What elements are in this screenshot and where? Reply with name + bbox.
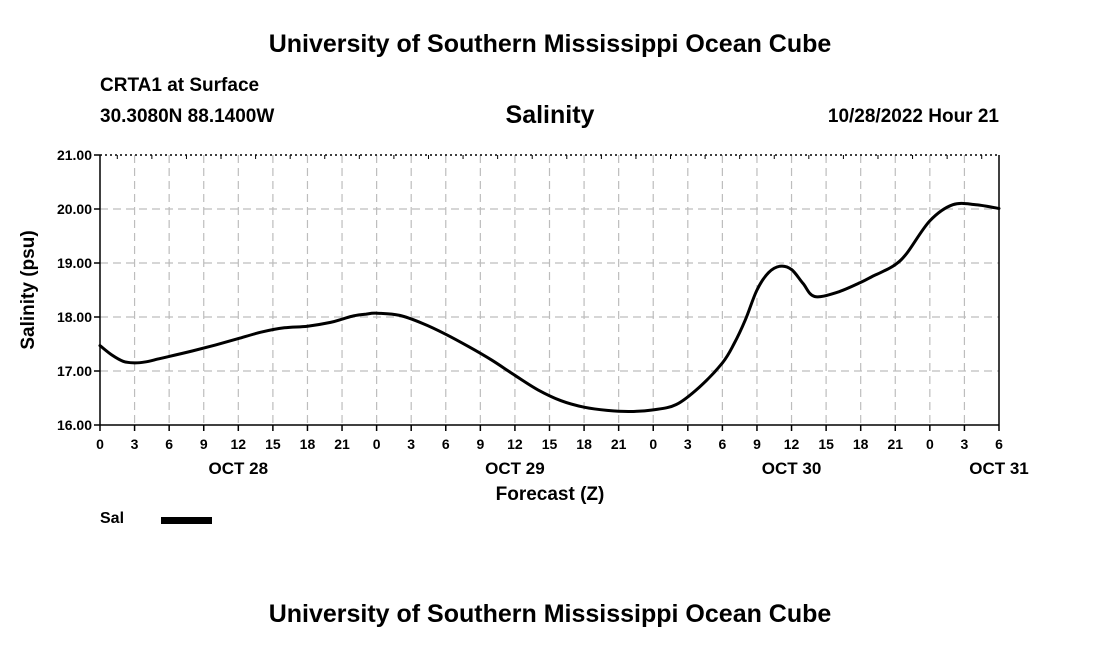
y-axis-title: Salinity (psu)	[18, 230, 39, 349]
y-tick-label: 16.00	[57, 417, 92, 433]
date-label: OCT 28	[209, 459, 269, 478]
x-tick-label: 0	[649, 436, 657, 452]
y-tick-label: 21.00	[57, 147, 92, 163]
legend-swatch-sal	[161, 517, 212, 524]
date-label: OCT 29	[485, 459, 545, 478]
x-tick-label: 9	[200, 436, 208, 452]
x-tick-label: 6	[718, 436, 726, 452]
chart-title-bottom: University of Southern Mississippi Ocean…	[268, 600, 832, 628]
x-tick-label: 3	[407, 436, 415, 452]
x-tick-label: 12	[507, 436, 523, 452]
date-label: OCT 31	[969, 459, 1029, 478]
x-tick-label: 12	[784, 436, 800, 452]
x-tick-label: 9	[476, 436, 484, 452]
x-tick-label: 21	[611, 436, 627, 452]
x-tick-label: 21	[887, 436, 903, 452]
x-tick-label: 15	[818, 436, 834, 452]
x-tick-label: 6	[442, 436, 450, 452]
coordinates-label: 30.3080N 88.1400W	[100, 106, 275, 127]
chart-title-top: University of Southern Mississippi Ocean…	[268, 30, 832, 58]
x-tick-label: 3	[961, 436, 969, 452]
y-tick-label: 19.00	[57, 255, 92, 271]
timestamp-label: 10/28/2022 Hour 21	[827, 106, 999, 127]
series-line-sal	[98, 201, 1001, 414]
x-tick-label: 0	[926, 436, 934, 452]
x-tick-label: 0	[96, 436, 104, 452]
x-tick-label: 3	[131, 436, 139, 452]
x-tick-label: 15	[542, 436, 558, 452]
x-tick-label: 12	[231, 436, 247, 452]
y-tick-label: 18.00	[57, 309, 92, 325]
x-tick-label: 6	[995, 436, 1003, 452]
x-tick-label: 18	[576, 436, 592, 452]
x-axis-title: Forecast (Z)	[496, 484, 605, 505]
x-tick-label: 15	[265, 436, 281, 452]
x-tick-label: 3	[684, 436, 692, 452]
y-tick-label: 20.00	[57, 201, 92, 217]
x-tick-label: 9	[753, 436, 761, 452]
x-tick-label: 18	[853, 436, 869, 452]
x-tick-label: 0	[373, 436, 381, 452]
x-tick-label: 6	[165, 436, 173, 452]
x-tick-label: 21	[334, 436, 350, 452]
x-tick-label: 18	[300, 436, 316, 452]
y-tick-label: 17.00	[57, 363, 92, 379]
station-label: CRTA1 at Surface	[100, 75, 260, 96]
variable-title: Salinity	[505, 101, 595, 129]
date-label: OCT 30	[762, 459, 822, 478]
legend-label-sal: Sal	[100, 510, 125, 527]
